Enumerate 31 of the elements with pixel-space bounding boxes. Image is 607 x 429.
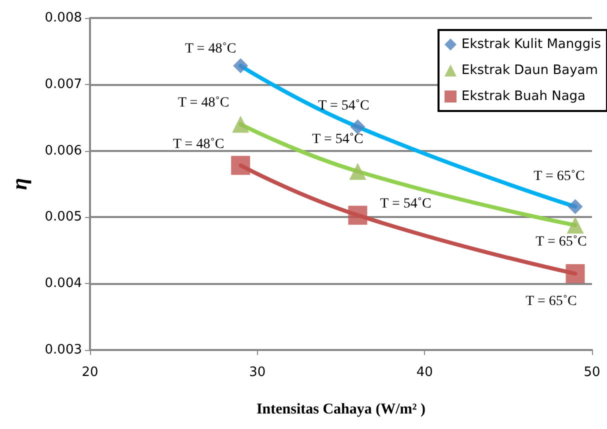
legend-label: Ekstrak Kulit Manggis [462,37,602,52]
legend-label: Ekstrak Buah Naga [462,89,586,104]
legend-label: Ekstrak Daun Bayam [462,63,598,78]
x-axis-title: Intensitas Cahaya (W/m² ) [256,402,426,418]
x-tick-label: 20 [82,365,98,380]
annotation: T = 48˚C [178,96,230,111]
point [349,162,366,180]
y-tick-label: 0.007 [44,76,82,92]
annotation: T = 54˚C [380,196,432,212]
y-tick-label: 0.004 [44,276,82,292]
y-tick-label: 0.006 [44,143,82,158]
point [566,216,584,234]
x-tick-label: 40 [416,365,433,380]
x-tick-label: 50 [584,365,600,380]
annotation: T = 65˚C [526,294,577,310]
point [233,58,248,74]
point [568,199,583,214]
annotation: T = 54˚C [312,132,364,147]
y-tick-label: 0.003 [44,342,82,358]
annotation: T = 65˚C [534,169,585,184]
point [232,116,250,133]
x-tick-label: 30 [249,365,266,380]
point [231,156,250,175]
point [566,264,585,284]
y-axis-title: η [6,178,32,190]
point [348,206,368,225]
annotation: T = 48˚C [173,136,224,152]
annotation: T = 65˚C [536,234,587,250]
annotation: T = 48˚C [185,41,236,56]
y-tick-label: 0.008 [44,10,82,26]
y-tick-label: 0.005 [44,210,82,225]
